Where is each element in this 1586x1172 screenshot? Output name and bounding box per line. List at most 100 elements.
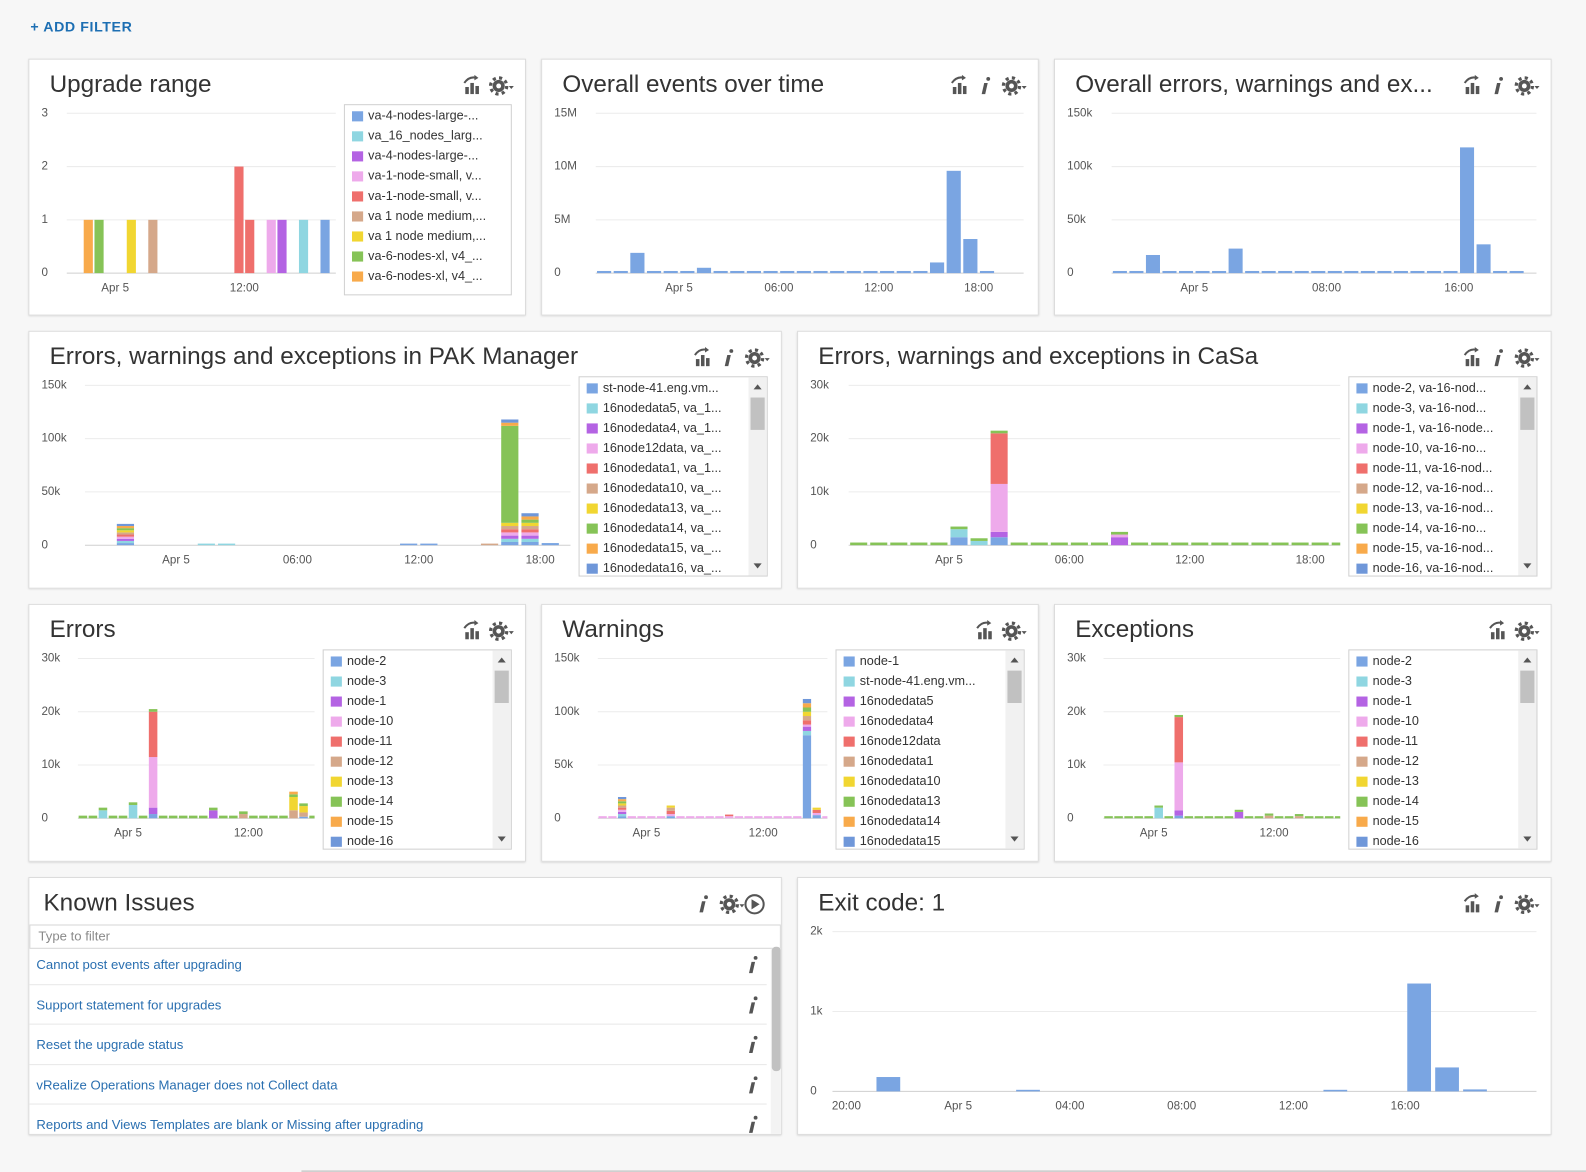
legend-label: node-16 <box>347 834 393 848</box>
issue-info-icon[interactable] <box>743 993 763 1017</box>
settings-icon[interactable] <box>1001 621 1027 641</box>
settings-icon[interactable] <box>1514 348 1540 368</box>
legend-swatch <box>843 736 855 747</box>
scroll-thumb[interactable] <box>771 946 781 1072</box>
settings-icon[interactable] <box>744 348 770 368</box>
issue-link[interactable]: Reports and Views Templates are blank or… <box>29 1105 766 1134</box>
icon-part <box>706 358 710 367</box>
info-icon[interactable] <box>1494 76 1503 95</box>
bar <box>298 219 309 274</box>
legend-label: node-10 <box>347 714 393 728</box>
legend-label: node-13 <box>1373 774 1419 788</box>
bar <box>617 807 627 810</box>
widget-graphics: 0 5M 10M 15M Apr 5 06:00 12:00 18:00 <box>554 74 1027 294</box>
bars <box>1112 147 1524 274</box>
chart-type-icon[interactable] <box>694 346 710 367</box>
chart-type-icon[interactable] <box>950 74 967 95</box>
y-tick-label: 0 <box>41 538 48 551</box>
x-tick-label: Apr 5 <box>162 553 190 566</box>
legend-label: node-1 <box>347 694 386 708</box>
scrollbar[interactable] <box>748 377 767 576</box>
icon-part <box>475 631 479 640</box>
bar <box>1134 816 1143 819</box>
legend-label: 16nodedata14, va_... <box>603 521 722 535</box>
icon-part <box>474 620 479 626</box>
bar <box>501 532 519 536</box>
legend-label: va-4-nodes-large-... <box>368 149 478 163</box>
bar <box>116 540 135 544</box>
issue-info-icon[interactable] <box>743 1113 763 1134</box>
scrollbar[interactable] <box>1005 650 1024 849</box>
chart-type-icon[interactable] <box>976 620 992 640</box>
issue-link[interactable]: Cannot post events after upgrading <box>29 949 767 985</box>
scroll-down <box>1010 836 1019 842</box>
bar <box>289 796 298 811</box>
legend-label: 16nodedata15 <box>860 834 941 848</box>
legend-swatch <box>843 656 855 667</box>
legend-box <box>1348 376 1538 577</box>
icon-part <box>1514 76 1535 96</box>
info-icon[interactable] <box>1494 349 1503 367</box>
bar <box>637 816 646 819</box>
settings-icon[interactable] <box>1514 894 1540 914</box>
issue-info-icon[interactable] <box>743 1073 763 1097</box>
widget-title: Upgrade range <box>49 70 212 99</box>
chart-type-icon[interactable] <box>1489 620 1505 640</box>
settings-icon[interactable] <box>1001 76 1027 96</box>
issue-info-icon[interactable] <box>743 1033 763 1057</box>
chart-type-icon[interactable] <box>1463 346 1480 367</box>
x-tick-label: 06:00 <box>283 553 313 566</box>
chart-type-icon[interactable] <box>1463 74 1480 95</box>
settings-icon[interactable] <box>488 621 514 641</box>
info-icon[interactable] <box>699 895 708 913</box>
add-filter-button[interactable]: + ADD FILTER <box>30 18 133 35</box>
scroll-up <box>497 657 506 663</box>
bar <box>289 794 298 797</box>
legend-swatch <box>1356 523 1368 534</box>
scroll-down <box>1523 563 1532 569</box>
bar <box>168 815 178 819</box>
bar <box>1174 815 1184 819</box>
icon-part <box>1465 905 1470 913</box>
settings-icon[interactable] <box>1514 76 1540 96</box>
bar <box>320 219 330 274</box>
legend-label: node-14 <box>1373 794 1419 808</box>
bar <box>666 807 675 811</box>
bar <box>1204 816 1214 819</box>
info-icon[interactable] <box>724 349 734 367</box>
issue-link[interactable]: vRealize Operations Manager does not Col… <box>29 1065 767 1105</box>
settings-icon[interactable] <box>719 894 745 914</box>
bar <box>1251 542 1269 546</box>
bar <box>990 531 1008 538</box>
legend-swatch <box>352 231 364 242</box>
widget-title: Known Issues <box>43 889 195 917</box>
filter-input[interactable]: Type to filter <box>29 924 781 949</box>
bar <box>1261 270 1276 274</box>
info-icon[interactable] <box>981 76 991 95</box>
bars <box>1104 714 1341 819</box>
scrollbar[interactable] <box>1518 650 1537 849</box>
scrollbar[interactable] <box>1518 377 1537 576</box>
y-tick-label: 30k <box>41 652 60 665</box>
bar <box>1291 542 1309 546</box>
bar <box>990 430 1008 434</box>
bar <box>1344 270 1359 274</box>
chart-type-icon[interactable] <box>1463 893 1480 913</box>
icon-part <box>475 85 479 95</box>
chart-type-icon[interactable] <box>463 620 479 640</box>
issue-link[interactable]: Support statement for upgrades <box>29 985 767 1025</box>
bars <box>83 166 330 274</box>
info-icon[interactable] <box>1494 895 1503 913</box>
bar <box>299 803 308 807</box>
legend-label: 16nodedata15, va_... <box>603 541 722 555</box>
chart-type-icon[interactable] <box>463 74 479 95</box>
run-icon[interactable] <box>744 894 765 915</box>
issue-link[interactable]: Reset the upgrade status <box>29 1025 767 1065</box>
settings-icon[interactable] <box>1514 621 1540 641</box>
x-tick-label: 12:00 <box>864 281 894 294</box>
settings-icon[interactable] <box>488 76 514 96</box>
issue-info-icon[interactable] <box>743 953 763 977</box>
bar <box>1016 1089 1040 1092</box>
scroll-thumb <box>1520 397 1535 430</box>
scrollbar[interactable] <box>492 650 511 849</box>
